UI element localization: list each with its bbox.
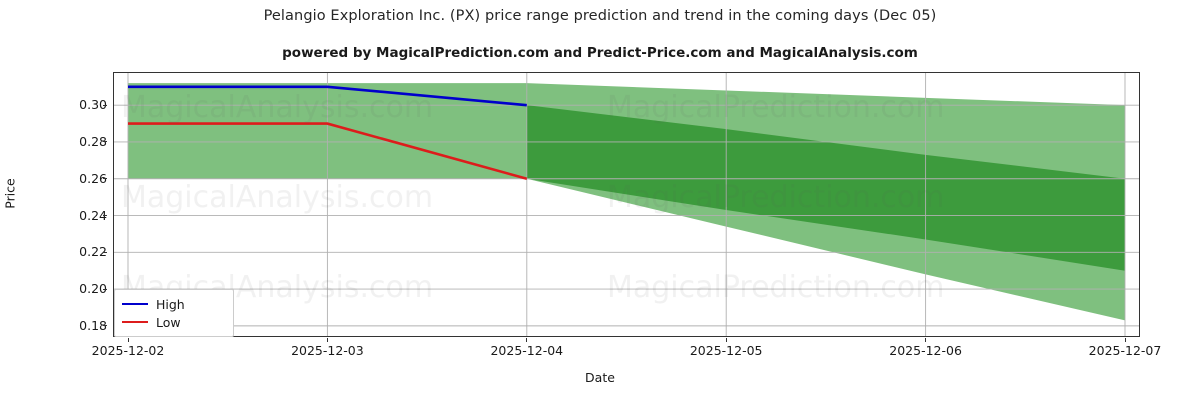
legend-swatch-high: [122, 303, 148, 305]
y-axis-ticks: 0.18 0.20 0.22 0.24 0.26 0.28 0.30: [55, 0, 107, 400]
y-tick-mark: [103, 141, 107, 143]
y-tick-label: 0.18: [79, 317, 107, 333]
y-tick-label: 0.30: [79, 97, 107, 113]
x-tick-mark: [326, 338, 328, 342]
range-bands: [128, 83, 1125, 321]
x-tick-label: 2025-12-05: [689, 343, 763, 358]
chart-legend: High Low: [114, 289, 234, 337]
y-tick-mark: [103, 215, 107, 217]
x-tick-mark: [127, 338, 129, 342]
y-tick-label: 0.22: [79, 244, 107, 260]
y-tick-mark: [103, 251, 107, 253]
y-tick-mark: [103, 178, 107, 180]
y-tick-label: 0.28: [79, 133, 107, 149]
series-line-high: [128, 85, 527, 107]
x-tick-mark: [925, 338, 927, 342]
grid-lines: [114, 73, 1139, 336]
y-tick-label: 0.26: [79, 170, 107, 186]
x-tick-mark: [526, 338, 528, 342]
plot-svg: [114, 73, 1139, 336]
band-outer-range: [128, 83, 1125, 321]
band-inner-range: [526, 105, 1125, 271]
x-tick-label: 2025-12-03: [291, 343, 364, 358]
series-line-low: [128, 122, 528, 181]
legend-item-high: High: [122, 295, 226, 313]
x-tick-mark: [1124, 338, 1126, 342]
legend-label-low: Low: [156, 314, 181, 330]
chart-title: Pelangio Exploration Inc. (PX) price ran…: [263, 8, 937, 24]
trend-lines: [128, 85, 528, 181]
plot-area: [113, 72, 1140, 337]
y-tick-label: 0.24: [79, 207, 107, 223]
legend-label-high: High: [156, 296, 185, 312]
chart-subtitle: powered by MagicalPrediction.com and Pre…: [282, 45, 918, 61]
y-tick-mark: [103, 104, 107, 106]
legend-swatch-low: [122, 321, 148, 323]
y-tick-mark: [103, 288, 107, 290]
y-tick-mark: [103, 325, 107, 327]
y-tick-label: 0.20: [79, 281, 107, 297]
x-tick-label: 2025-12-02: [91, 343, 165, 358]
x-tick-label: 2025-12-06: [889, 343, 962, 358]
x-tick-label: 2025-12-07: [1088, 343, 1162, 358]
x-tick-mark: [725, 338, 727, 342]
x-axis-label: Date: [585, 370, 615, 385]
legend-item-low: Low: [122, 313, 226, 331]
x-tick-label: 2025-12-04: [490, 343, 564, 358]
